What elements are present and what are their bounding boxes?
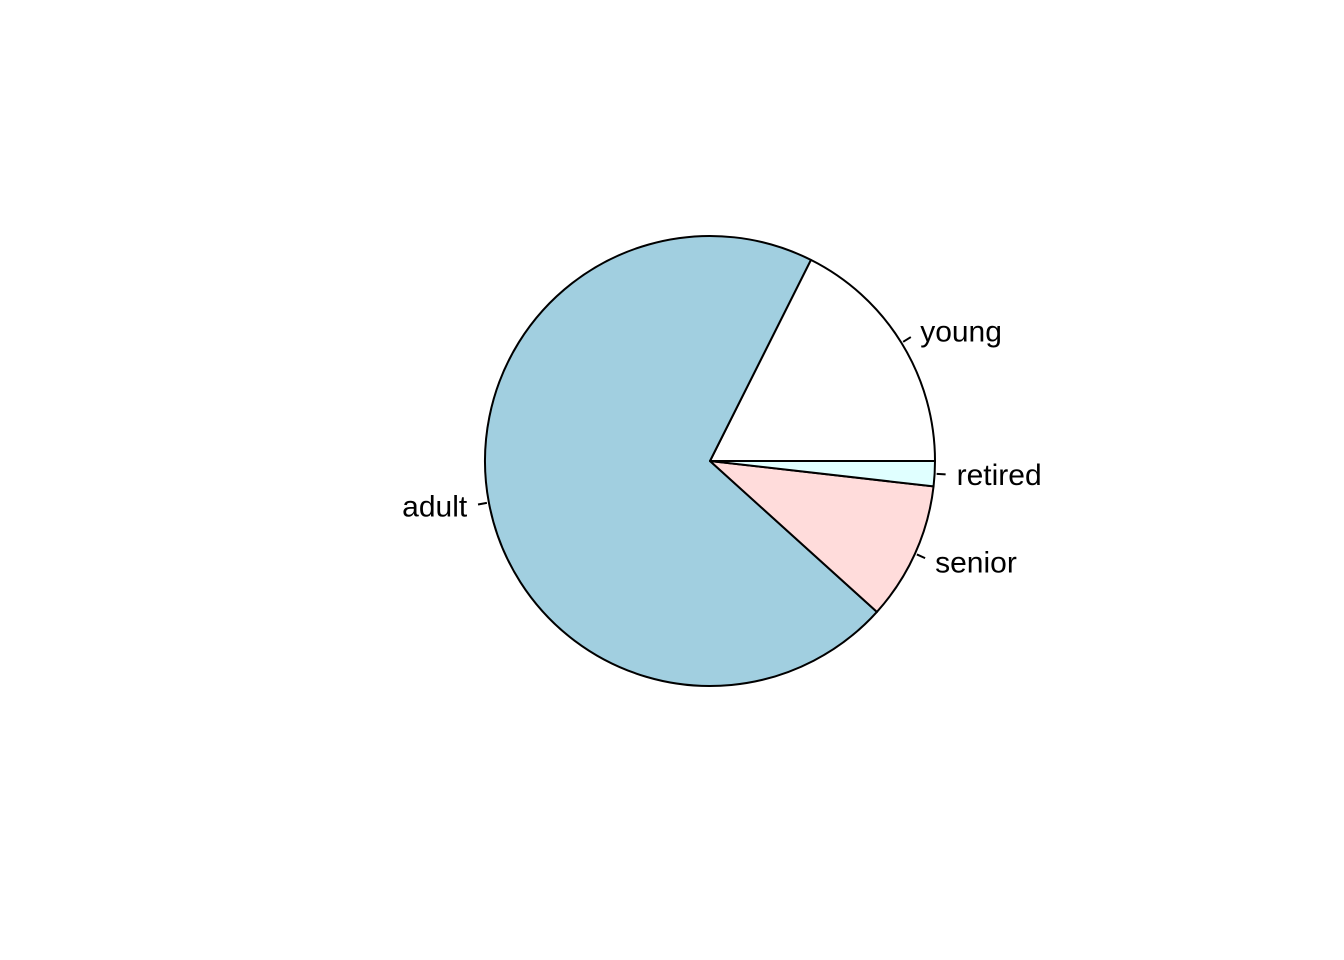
pie-slice-young xyxy=(709,258,936,462)
pie-slices xyxy=(484,235,936,687)
label-tick-senior xyxy=(916,553,926,560)
label-tick-young xyxy=(902,336,912,343)
pie-slice-senior xyxy=(709,460,935,613)
slice-label-adult: adult xyxy=(402,491,468,524)
label-tick-retired xyxy=(936,472,946,476)
label-tick-adult xyxy=(477,501,488,506)
slice-label-retired: retired xyxy=(957,459,1042,492)
slice-label-senior: senior xyxy=(935,547,1017,580)
slice-label-young: young xyxy=(920,315,1002,348)
pie-slice-adult xyxy=(484,235,878,687)
pie-slice-retired xyxy=(709,460,936,488)
pie-labels: young adult senior retired xyxy=(402,315,1041,579)
